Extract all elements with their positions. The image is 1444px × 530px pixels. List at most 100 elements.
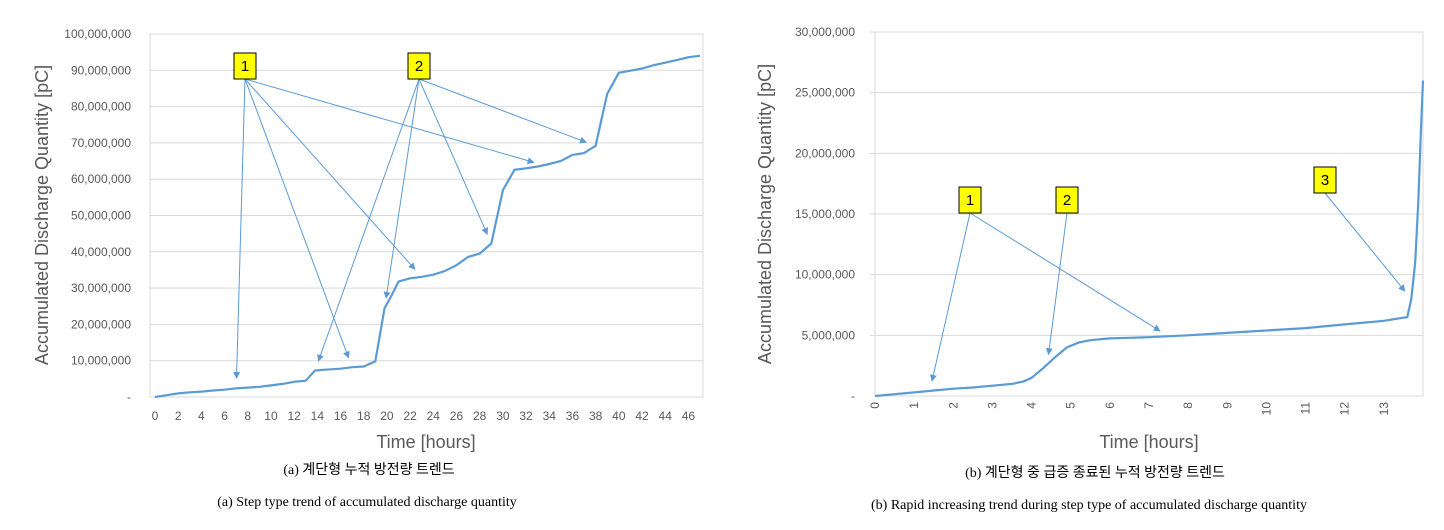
chart-a-callout-label: 2 xyxy=(415,58,423,75)
chart-a: - 10,000,000 20,000,000 30,000,000 40,000,00… xyxy=(32,27,704,510)
chart-a-callout-arrows xyxy=(233,78,587,379)
chart-a-x-tick-label: 20 xyxy=(380,409,394,423)
chart-a-y-tick-label: 30,000,000 xyxy=(71,281,131,295)
chart-b-y-tick-label: 25,000,000 xyxy=(795,86,855,100)
chart-b-y-tick-label: 20,000,000 xyxy=(795,146,855,160)
chart-a-y-tick-labels: - 10,000,000 20,000,000 30,000,000 40,000,00… xyxy=(64,27,131,404)
chart-b-callout-label: 1 xyxy=(966,192,974,209)
chart-b-x-tick-label: 1 xyxy=(907,402,921,409)
chart-a-y-axis-title: Accumulated Discharge Quantity [pC] xyxy=(32,65,52,365)
chart-a-y-tick-label: 40,000,000 xyxy=(71,245,131,259)
chart-b-y-tick-labels: - 5,000,000 10,000,000 15,000,000 20,000,000… xyxy=(795,25,855,403)
chart-a-x-tick-label: 34 xyxy=(543,409,557,423)
chart-a-x-tick-label: 40 xyxy=(612,409,626,423)
chart-a-x-tick-label: 26 xyxy=(450,409,464,423)
chart-a-callout-arrow xyxy=(418,78,587,144)
chart-b-x-tick-label: 3 xyxy=(985,402,999,409)
chart-a-x-tick-label: 42 xyxy=(635,409,649,423)
chart-b-callout-arrow xyxy=(929,212,971,382)
chart-b-callout-label: 2 xyxy=(1063,192,1071,209)
chart-a-callout-arrow xyxy=(233,78,246,379)
chart-a-x-tick-label: 8 xyxy=(244,409,251,423)
chart-b-callout-box xyxy=(1055,186,1079,214)
chart-b: - 5,000,000 10,000,000 15,000,000 20,000,000… xyxy=(755,25,1425,513)
chart-a-callout-box xyxy=(407,52,431,80)
chart-a-callout-arrow xyxy=(244,78,535,165)
chart-a-x-tick-label: 38 xyxy=(589,409,603,423)
chart-a-callout-arrow xyxy=(244,78,350,359)
chart-a-x-tick-label: 2 xyxy=(175,409,182,423)
chart-a-callout-arrow xyxy=(418,78,488,235)
chart-b-callout-arrow xyxy=(969,212,1161,332)
chart-a-callout-label: 1 xyxy=(241,58,249,75)
chart-a-callout-box xyxy=(233,52,257,80)
chart-a-x-tick-label: 30 xyxy=(496,409,510,423)
chart-b-x-tick-label: 2 xyxy=(946,402,960,409)
chart-b-callout-arrows xyxy=(929,192,1406,382)
chart-b-x-tick-label: 0 xyxy=(868,402,882,409)
chart-a-y-tick-label: 80,000,000 xyxy=(71,100,131,114)
chart-b-caption-english: (b) Rapid increasing trend during step t… xyxy=(871,498,1307,513)
chart-a-x-tick-label: 4 xyxy=(198,409,205,423)
chart-a-y-tick-label: 70,000,000 xyxy=(71,136,131,150)
chart-a-caption-korean: (a) 계단형 누적 방전량 트렌드 xyxy=(283,462,454,478)
chart-b-callout-box xyxy=(1313,166,1337,194)
chart-b-callouts: 1 2 3 xyxy=(958,166,1337,214)
chart-b-callout-label: 3 xyxy=(1321,172,1329,189)
chart-a-y-tick-label: 50,000,000 xyxy=(71,209,131,223)
chart-b-y-tick-label: 5,000,000 xyxy=(802,328,856,342)
chart-a-x-tick-label: 24 xyxy=(427,409,441,423)
chart-a-x-tick-label: 32 xyxy=(519,409,533,423)
chart-a-x-tick-label: 6 xyxy=(221,409,228,423)
chart-a-x-tick-labels: 0 2 4 6 8 10 12 14 16 18 20 22 24 26 28 30 32 34 36 38 40 42 4… xyxy=(152,409,696,423)
chart-a-callout-arrow xyxy=(317,78,420,362)
chart-a-x-tick-label: 36 xyxy=(566,409,580,423)
chart-a-callout-arrow xyxy=(244,78,416,270)
chart-b-x-tick-label: 13 xyxy=(1377,402,1391,416)
chart-b-x-tick-label: 8 xyxy=(1181,402,1195,409)
chart-a-x-tick-label: 46 xyxy=(682,409,696,423)
chart-a-y-tick-label: 100,000,000 xyxy=(64,27,131,41)
chart-a-x-tick-label: 44 xyxy=(659,409,673,423)
chart-b-series-line xyxy=(874,80,1425,398)
chart-b-x-tick-label: 5 xyxy=(1064,402,1078,409)
chart-b-x-tick-label: 7 xyxy=(1142,402,1156,409)
chart-a-series-line xyxy=(154,54,701,399)
chart-a-callout-arrow xyxy=(383,78,420,299)
chart-a-x-axis-title: Time [hours] xyxy=(376,432,475,452)
chart-b-y-tick-label: 15,000,000 xyxy=(795,207,855,221)
chart-a-x-tick-label: 0 xyxy=(152,409,159,423)
chart-b-y-tick-label: 30,000,000 xyxy=(795,25,855,39)
chart-b-x-axis-title: Time [hours] xyxy=(1099,432,1198,452)
chart-b-x-tick-label: 4 xyxy=(1025,402,1039,409)
chart-a-x-tick-label: 22 xyxy=(403,409,417,423)
chart-a-y-tick-label: 60,000,000 xyxy=(71,172,131,186)
chart-a-x-tick-label: 28 xyxy=(473,409,487,423)
chart-b-callout-arrow xyxy=(1324,192,1406,292)
chart-a-y-tick-label: - xyxy=(127,390,131,404)
chart-b-y-tick-label: - xyxy=(851,389,855,403)
chart-b-x-tick-labels: 0 1 2 3 4 5 6 7 8 9 10 11 12 13 xyxy=(868,402,1391,416)
chart-b-x-tick-label: 9 xyxy=(1220,402,1234,409)
chart-a-x-tick-label: 12 xyxy=(287,409,301,423)
chart-b-caption-korean: (b) 계단형 중 급증 종료된 누적 방전량 트렌드 xyxy=(965,465,1225,481)
chart-a-y-tick-label: 10,000,000 xyxy=(71,354,131,368)
chart-a-y-tick-label: 90,000,000 xyxy=(71,63,131,77)
chart-b-y-axis-title: Accumulated Discharge Quantity [pC] xyxy=(755,64,775,364)
chart-a-x-tick-label: 14 xyxy=(311,409,325,423)
chart-b-x-tick-label: 6 xyxy=(1103,402,1117,409)
chart-b-gridlines xyxy=(870,31,1423,336)
chart-b-x-tick-label: 10 xyxy=(1259,402,1273,416)
chart-a-x-tick-label: 16 xyxy=(334,409,348,423)
chart-a-y-tick-label: 20,000,000 xyxy=(71,317,131,331)
chart-b-callout-arrow xyxy=(1045,212,1068,356)
chart-a-caption-english: (a) Step type trend of accumulated disch… xyxy=(217,495,516,510)
chart-b-x-tick-label: 11 xyxy=(1299,402,1313,415)
chart-a-x-tick-label: 10 xyxy=(264,409,278,423)
chart-b-x-tick-label: 12 xyxy=(1338,402,1352,416)
chart-a-x-tick-label: 18 xyxy=(357,409,371,423)
chart-b-callout-box xyxy=(958,186,982,214)
chart-b-y-tick-label: 10,000,000 xyxy=(795,268,855,282)
